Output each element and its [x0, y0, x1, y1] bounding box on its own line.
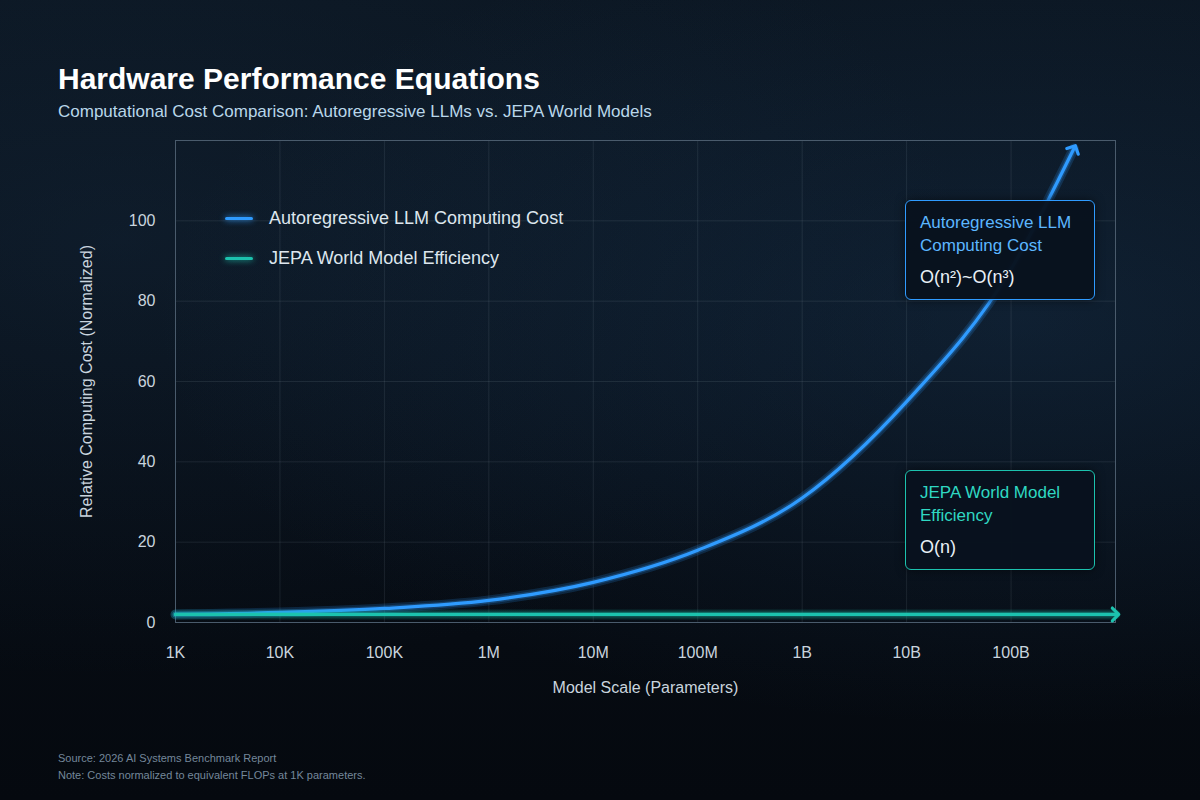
html-text:Computational Cost Comparison:: Computational Cost Comparison: Autoregre… — [58, 102, 652, 121]
svg-text:100B: 100B — [992, 644, 1029, 661]
svg-text:60: 60 — [138, 373, 156, 390]
svg-text:100M: 100M — [678, 644, 718, 661]
svg-text:1M: 1M — [478, 644, 500, 661]
svg-text:100: 100 — [129, 212, 156, 229]
svg-text:Relative Computing Cost (Norma: Relative Computing Cost (Normalized) — [78, 245, 95, 518]
html-text:O(n²)~O(n³): O(n²)~O(n³) — [920, 267, 1015, 287]
svg-text:100K: 100K — [366, 644, 404, 661]
html-text:Source: 2026 AI Systems Benchm: Source: 2026 AI Systems Benchmark Report — [58, 752, 277, 764]
svg-text:Model Scale (Parameters): Model Scale (Parameters) — [553, 679, 739, 696]
svg-text:10K: 10K — [266, 644, 295, 661]
svg-text:40: 40 — [138, 453, 156, 470]
svg-text:20: 20 — [138, 533, 156, 550]
svg-text:10M: 10M — [578, 644, 609, 661]
html-text:JEPA World Model Efficiency: JEPA World Model Efficiency — [920, 483, 1061, 525]
svg-text:1B: 1B — [792, 644, 812, 661]
html-text:O(n): O(n) — [920, 537, 956, 557]
svg-text:80: 80 — [138, 292, 156, 309]
svg-text:0: 0 — [147, 614, 156, 631]
svg-text:1K: 1K — [166, 644, 186, 661]
html-text:Autoregressive LLM Computing C: Autoregressive LLM Computing Cost — [920, 213, 1072, 255]
html-text:Note: Costs normalized to equi: Note: Costs normalized to equivalent FLO… — [58, 769, 366, 781]
html-text:Autoregressive LLM Computing C: Autoregressive LLM Computing Cost — [269, 207, 564, 228]
html-text:JEPA World Model Efficiency: JEPA World Model Efficiency — [269, 247, 500, 268]
svg-text:10B: 10B — [892, 644, 920, 661]
html-text:Hardware Performance Equations: Hardware Performance Equations — [58, 62, 540, 95]
